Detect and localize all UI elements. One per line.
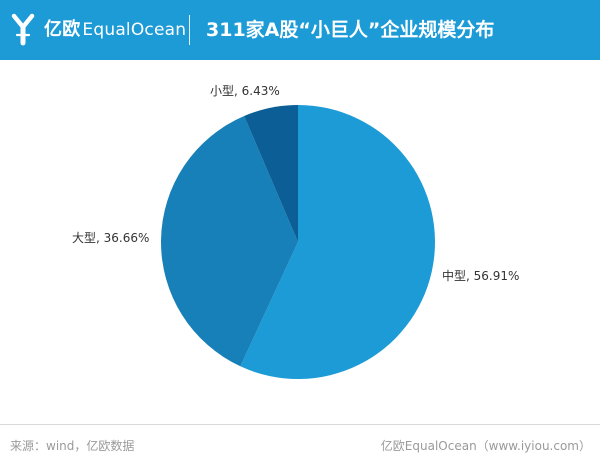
logo-text: 亿欧 EqualOcean — [44, 21, 186, 39]
logo-en: EqualOcean — [82, 20, 187, 40]
data-label-1: 中型, 56.91% — [442, 268, 519, 283]
pie-slice-1 — [240, 105, 435, 379]
pie-chart: 中型, 56.91% 大型, 36.66% 小型, 6.43% — [72, 84, 519, 379]
brand-logo: 亿欧 EqualOcean — [10, 10, 186, 50]
brand-note: 亿欧EqualOcean（www.iyiou.com） — [380, 439, 591, 453]
data-label-3: 小型, 6.43% — [210, 84, 280, 98]
page-footer: 来源：wind，亿欧数据 亿欧EqualOcean（www.iyiou.com） — [0, 425, 600, 465]
pie-slice-2 — [161, 116, 298, 367]
footer-divider — [0, 424, 600, 425]
chart-title: 311家A股“小巨人”企业规模分布 — [206, 19, 495, 41]
logo-cn: 亿欧 — [44, 19, 81, 40]
pie-slice-3 — [244, 105, 298, 242]
source-note: 来源：wind，亿欧数据 — [10, 439, 135, 453]
header-divider — [189, 15, 190, 45]
data-label-2: 大型, 36.66% — [72, 231, 149, 245]
page-header: 亿欧 EqualOcean 311家A股“小巨人”企业规模分布 — [0, 0, 600, 60]
pie-chart-area: 中型, 56.91% 大型, 36.66% 小型, 6.43% — [0, 60, 600, 425]
equalocean-logo-icon — [11, 13, 35, 46]
